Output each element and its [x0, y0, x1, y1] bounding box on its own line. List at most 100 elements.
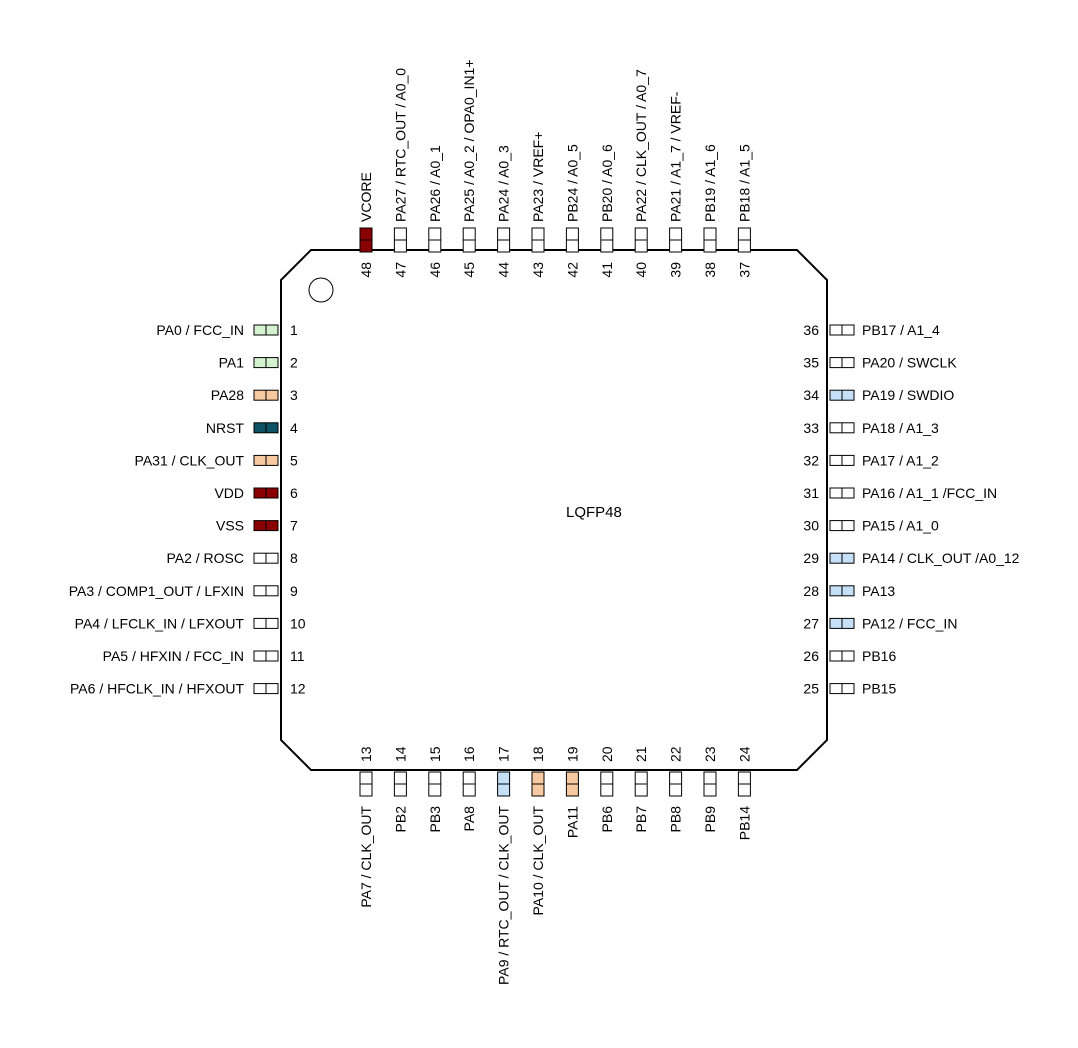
pin-pad-left-8: [253, 585, 279, 597]
pin-pad-left-4: [253, 454, 279, 466]
pin-pad-right-0: [829, 683, 855, 695]
pin-label: PA17 / A1_2: [862, 452, 939, 468]
pin-pad-right-4: [829, 552, 855, 564]
pin-pad-left-1: [253, 357, 279, 369]
pin-label: PA25 / A0_2 / OPA0_IN1+: [461, 59, 477, 222]
pin-number: 47: [392, 262, 408, 278]
pin-number: 33: [803, 420, 819, 436]
pin-label: PA22 / CLK_OUT / A0_7: [633, 69, 649, 222]
pin-number: 9: [290, 583, 298, 599]
pin-number: 45: [461, 262, 477, 278]
pin-pad-right-2: [829, 617, 855, 629]
pin-number: 24: [736, 746, 752, 762]
pin-label: VSS: [216, 518, 244, 534]
pin-pad-top-6: [531, 227, 545, 253]
pin-pad-right-3: [829, 585, 855, 597]
pin-label: PA23 / VREF+: [530, 132, 546, 222]
pin-pad-bottom-0: [359, 771, 373, 797]
pin-pad-top-8: [462, 227, 476, 253]
pin-number: 32: [803, 452, 819, 468]
pin-pad-top-11: [359, 227, 373, 253]
pin-label: PB6: [599, 806, 615, 833]
pin-pad-bottom-10: [703, 771, 717, 797]
pin-label: PA18 / A1_3: [862, 420, 939, 436]
pin-number: 44: [496, 262, 512, 278]
pin-label: PA4 / LFCLK_IN / LFXOUT: [75, 615, 245, 631]
pin-pad-left-7: [253, 552, 279, 564]
pin-pad-left-0: [253, 324, 279, 336]
pin-label: PB20 / A0_6: [599, 144, 615, 222]
pin-label: PA14 / CLK_OUT /A0_12: [862, 550, 1020, 566]
pin-number: 46: [427, 262, 443, 278]
pin-label: PB8: [668, 806, 684, 833]
pins-left: 1 PA0 / FCC_IN 2 PA1 3 PA28 4 NRST 5 PA31 / CLK_O…: [69, 322, 306, 697]
pin-number: 13: [358, 746, 374, 762]
pin-label: PB19 / A1_6: [702, 144, 718, 222]
pin-pad-top-3: [634, 227, 648, 253]
pin-pad-bottom-6: [565, 771, 579, 797]
pin-number: 1: [290, 322, 298, 338]
pin-number: 22: [668, 746, 684, 762]
pin-pad-left-2: [253, 389, 279, 401]
pin-number: 2: [290, 355, 298, 371]
pin-pad-left-10: [253, 650, 279, 662]
pin-number: 34: [803, 387, 819, 403]
pin-pad-left-5: [253, 487, 279, 499]
pin-number: 12: [290, 681, 306, 697]
pin-number: 28: [803, 583, 819, 599]
pin-label: PA15 / A1_0: [862, 518, 939, 534]
pin-label: PB14: [736, 806, 752, 840]
chip-package: LQFP48: [280, 249, 828, 771]
pin-pad-top-1: [703, 227, 717, 253]
pin-label: PA1: [219, 355, 245, 371]
package-label: LQFP48: [566, 504, 622, 521]
pin-pad-bottom-5: [531, 771, 545, 797]
pin-label: PA24 / A0_3: [496, 145, 512, 222]
pin-label: PB2: [392, 806, 408, 833]
pin-number: 8: [290, 550, 298, 566]
pin-number: 18: [530, 746, 546, 762]
pin-pad-left-6: [253, 520, 279, 532]
pin-pad-bottom-3: [462, 771, 476, 797]
pin-label: PA3 / COMP1_OUT / LFXIN: [69, 583, 244, 599]
pin-number: 26: [803, 648, 819, 664]
pin-pad-top-5: [565, 227, 579, 253]
pin-pad-top-10: [393, 227, 407, 253]
pin-pad-bottom-11: [737, 771, 751, 797]
pin-number: 17: [496, 746, 512, 762]
pin-number: 40: [633, 262, 649, 278]
pin-pad-top-2: [669, 227, 683, 253]
pin-number: 3: [290, 387, 298, 403]
pin-label: PA21 / A1_7 / VREF-: [668, 91, 684, 222]
pin-pad-right-9: [829, 389, 855, 401]
pin-number: 11: [290, 648, 305, 664]
pin-number: 5: [290, 452, 298, 468]
pins-right: 25 PB15 26 PB16 27 PA12 / FCC_IN 28 PA13 29 PA14 …: [803, 322, 1019, 697]
pin-label: PA19 / SWDIO: [862, 387, 954, 403]
pin-number: 37: [736, 262, 752, 278]
pin-number: 31: [803, 485, 819, 501]
pin-pad-left-9: [253, 617, 279, 629]
pin-label: PA27 / RTC_OUT / A0_0: [392, 68, 408, 222]
pin-number: 10: [290, 615, 306, 631]
pin-number: 4: [290, 420, 298, 436]
pin-number: 7: [290, 518, 298, 534]
pin-label: NRST: [206, 420, 245, 436]
pin-pad-right-5: [829, 520, 855, 532]
pin-label: PA10 / CLK_OUT: [530, 806, 546, 916]
pin-number: 39: [668, 262, 684, 278]
pin-label: VCORE: [358, 172, 374, 222]
pin-pad-right-10: [829, 357, 855, 369]
pin-pad-right-8: [829, 422, 855, 434]
pin-number: 21: [633, 746, 649, 762]
pin-label: PB15: [862, 681, 896, 697]
pin-number: 43: [530, 262, 546, 278]
pin-label: PA31 / CLK_OUT: [135, 452, 245, 468]
pin-pad-left-3: [253, 422, 279, 434]
pin-label: PA12 / FCC_IN: [862, 615, 957, 631]
pin-label: PA9 / RTC_OUT / CLK_OUT: [496, 806, 512, 985]
pins-bottom: 13 PA7 / CLK_OUT 14 PB2 15 PB3 16 PA8 17 PA9 / RT…: [358, 746, 752, 985]
pin-pad-bottom-8: [634, 771, 648, 797]
pin-pad-bottom-2: [428, 771, 442, 797]
pin-number: 16: [461, 746, 477, 762]
